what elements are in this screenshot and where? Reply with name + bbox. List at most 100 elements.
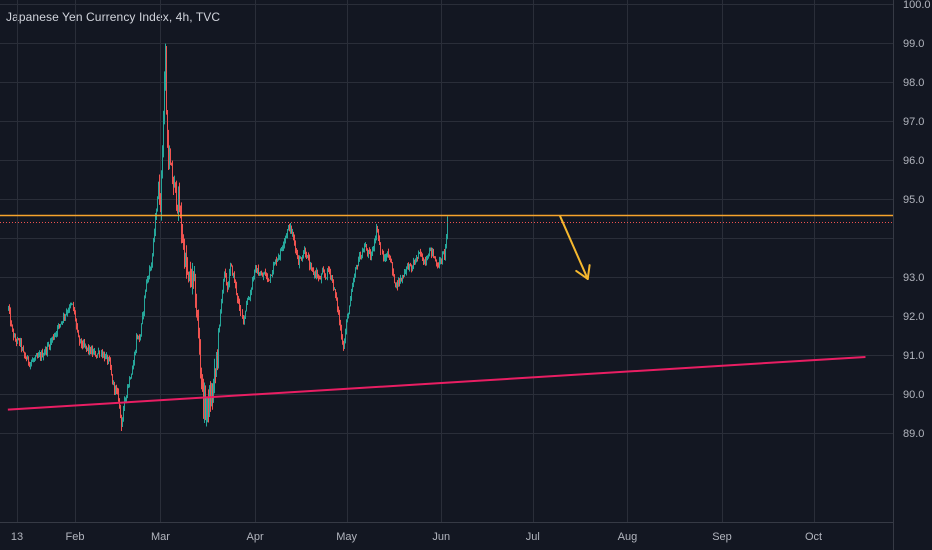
candle-body	[54, 335, 55, 339]
candle-body	[105, 355, 106, 360]
candle-body	[145, 289, 146, 297]
candle-body	[445, 244, 446, 257]
candle-body	[441, 258, 442, 261]
candle-body	[184, 242, 185, 265]
candle-body	[382, 251, 383, 253]
candle-body	[272, 272, 273, 276]
candle-body	[325, 275, 326, 278]
candle-body	[444, 252, 445, 257]
candle-body	[332, 276, 333, 281]
candle-body	[55, 333, 56, 336]
candle-body	[408, 264, 409, 269]
candle-body	[20, 339, 21, 344]
candle-body	[309, 258, 310, 268]
candle-body	[84, 342, 85, 347]
candle-body	[50, 341, 51, 348]
candle-body	[188, 272, 189, 274]
candle-body	[424, 259, 425, 265]
candle-body	[89, 347, 90, 352]
candle-body	[361, 255, 362, 260]
candle-body	[384, 258, 385, 261]
candle-body	[88, 347, 89, 352]
candle-body	[62, 321, 63, 323]
candle-body	[178, 193, 179, 210]
candle-body	[239, 302, 240, 308]
candle-body	[256, 267, 257, 273]
candle-body	[21, 339, 22, 349]
candle-body	[274, 263, 275, 266]
x-tick-label: Aug	[618, 531, 638, 543]
candle-body	[51, 340, 52, 342]
candle-body	[208, 397, 209, 413]
candle-body	[134, 354, 135, 364]
candle-body	[31, 361, 32, 363]
candle-body	[201, 369, 202, 381]
candle-body	[74, 309, 75, 313]
x-tick-label: Oct	[805, 531, 822, 543]
candle-body	[378, 231, 379, 237]
candle-body	[170, 155, 171, 165]
candle-body	[44, 352, 45, 355]
candle-body	[34, 358, 35, 360]
candle-body	[96, 356, 97, 358]
candle-body	[59, 324, 60, 326]
candle-body	[439, 261, 440, 268]
candle-body	[339, 312, 340, 323]
candle-body	[299, 258, 300, 265]
candle-body	[14, 336, 15, 338]
candle-body	[9, 307, 10, 312]
y-tick-label: 89.0	[903, 428, 924, 440]
candle-body	[292, 232, 293, 234]
candle-body	[324, 272, 325, 276]
candle-body	[216, 357, 217, 371]
candle-body	[36, 355, 37, 357]
candle-body	[200, 351, 201, 370]
candle-body	[94, 351, 95, 353]
candle-body	[223, 279, 224, 291]
candle-body	[29, 362, 30, 366]
candle-body	[155, 217, 156, 233]
candle-body	[70, 304, 71, 306]
candle-body	[400, 278, 401, 283]
candle-body	[231, 265, 232, 267]
candle-body	[225, 271, 226, 275]
candle-body	[180, 211, 181, 213]
candle-body	[172, 165, 173, 183]
candle-body	[141, 323, 142, 335]
candle-body	[114, 382, 115, 391]
candle-body	[159, 185, 160, 203]
candle-body	[293, 232, 294, 238]
arrow-shaft	[559, 215, 589, 280]
candle-body	[177, 206, 178, 210]
candle-body	[158, 185, 159, 199]
x-tick-label: Sep	[712, 531, 732, 543]
candle-body	[156, 211, 157, 218]
candle-body	[76, 319, 77, 326]
candle-body	[137, 336, 138, 339]
candle-body	[261, 274, 262, 276]
candle-body	[337, 298, 338, 309]
candle-body	[67, 312, 68, 314]
y-tick-label: 97.0	[903, 116, 924, 128]
candle-body	[307, 255, 308, 258]
candle-body	[353, 281, 354, 285]
candle-body	[60, 323, 61, 325]
candle-body	[126, 395, 127, 399]
candle-body	[196, 305, 197, 313]
y-tick-label: 95.0	[903, 194, 924, 206]
y-tick-label: 90.0	[903, 389, 924, 401]
candle-body	[111, 367, 112, 375]
candle-body	[363, 251, 364, 253]
candle-body	[316, 271, 317, 276]
candle-body	[218, 331, 219, 359]
candle-body	[288, 225, 289, 230]
candle-body	[406, 266, 407, 272]
candle-body	[8, 307, 9, 309]
candle-body	[122, 419, 123, 427]
candle-body	[237, 293, 238, 300]
candle-body	[253, 277, 254, 280]
candle-body	[373, 247, 374, 249]
candle-body	[12, 325, 13, 330]
candle-body	[173, 182, 174, 188]
candle-body	[370, 252, 371, 259]
